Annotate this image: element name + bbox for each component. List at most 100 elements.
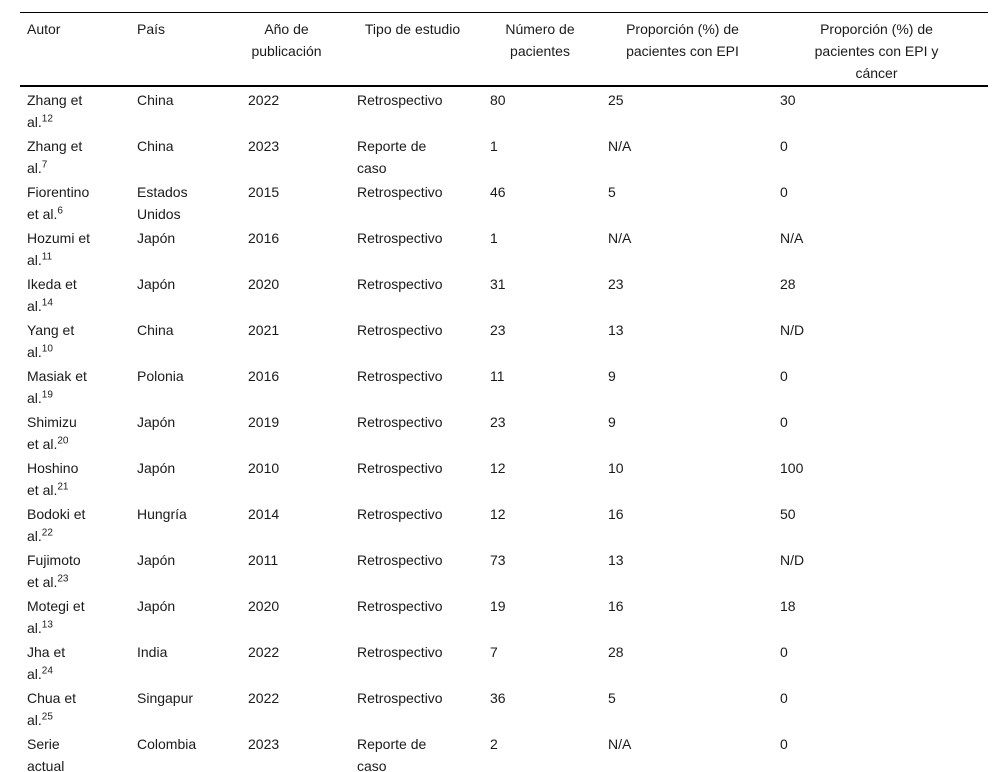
cell-autor: Motegi et al.13 [27,598,85,636]
cell-tipo-estudio: Retrospectivo [357,368,443,384]
cell-proporcion-epi: 28 [608,644,624,660]
cell-anio: 2016 [248,368,280,384]
table-body: Zhang et al.12 China 2022 Retrospectivo … [20,87,988,772]
citation-superscript: 13 [41,619,53,631]
table-row: Yang et al.10 China 2021 Retrospectivo 2… [20,317,988,363]
citation-superscript: 22 [41,527,53,539]
cell-tipo-estudio: Retrospectivo [357,644,443,660]
cell-anio: 2010 [248,460,280,476]
cell-numero-pacientes: 12 [490,506,506,522]
table-header-row: Autor País Año de publicación Tipo de es… [20,13,988,87]
citation-superscript: 20 [57,435,69,447]
cell-proporcion-epi: 5 [608,690,616,706]
citation-superscript: 12 [41,113,53,125]
cell-pais: China [137,322,174,338]
cell-proporcion-epi: 10 [608,460,624,476]
cell-proporcion-epi-cancer: 30 [780,92,796,108]
cell-pais: China [137,92,174,108]
cell-autor: Chua et al.25 [27,690,77,728]
cell-tipo-estudio: Retrospectivo [357,230,443,246]
cell-pais: Estados Unidos [137,184,188,222]
cell-anio: 2016 [248,230,280,246]
cell-tipo-estudio: Retrospectivo [357,598,443,614]
cell-proporcion-epi: N/A [608,736,632,752]
cell-anio: 2022 [248,690,280,706]
cell-numero-pacientes: 2 [490,736,498,752]
table-row: Hozumi et al.11 Japón 2016 Retrospectivo… [20,225,988,271]
cell-pais: Japón [137,230,176,246]
citation-superscript: 23 [57,573,69,585]
citation-superscript: 14 [41,297,53,309]
col-header-tipo-estudio: Tipo de estudio [364,21,461,37]
cell-autor: Bodoki et al.22 [27,506,86,544]
cell-pais: Japón [137,460,176,476]
cell-autor: Fujimoto et al.23 [27,552,81,590]
citation-superscript: 6 [57,205,63,217]
cell-numero-pacientes: 12 [490,460,506,476]
table-row: Ikeda et al.14 Japón 2020 Retrospectivo … [20,271,988,317]
cell-pais: Japón [137,414,176,430]
cell-numero-pacientes: 23 [490,414,506,430]
cell-pais: Japón [137,276,176,292]
cell-autor: Masiak et al.19 [27,368,87,406]
cell-numero-pacientes: 19 [490,598,506,614]
cell-proporcion-epi: 16 [608,506,624,522]
cell-anio: 2023 [248,138,280,154]
cell-autor: Shimizu et al.20 [27,414,77,452]
cell-proporcion-epi-cancer: 0 [780,690,788,706]
cell-anio: 2014 [248,506,280,522]
table-row: Zhang et al.7 China 2023 Reporte de caso… [20,133,988,179]
cell-proporcion-epi: 13 [608,552,624,568]
cell-pais: Japón [137,598,176,614]
cell-autor: Hoshino et al.21 [27,460,79,498]
col-header-pais: País [137,21,166,37]
cell-anio: 2015 [248,184,280,200]
cell-proporcion-epi: 25 [608,92,624,108]
cell-autor: Yang et al.10 [27,322,75,360]
citation-superscript: 7 [41,159,48,171]
cell-tipo-estudio: Retrospectivo [357,184,443,200]
cell-proporcion-epi: 13 [608,322,624,338]
table-row: Masiak et al.19 Polonia 2016 Retrospecti… [20,363,988,409]
cell-autor: Jha et al.24 [27,644,66,682]
cell-pais: Singapur [137,690,194,706]
table-row: Jha et al.24 India 2022 Retrospectivo 7 … [20,639,988,685]
cell-tipo-estudio: Retrospectivo [357,690,443,706]
cell-autor: Zhang et al.7 [27,138,83,176]
table-row: Fiorentino et al.6 Estados Unidos 2015 R… [20,179,988,225]
cell-proporcion-epi-cancer: 100 [780,460,804,476]
cell-pais: Polonia [137,368,184,384]
cell-proporcion-epi: 9 [608,414,616,430]
cell-numero-pacientes: 23 [490,322,506,338]
cell-tipo-estudio: Retrospectivo [357,414,443,430]
cell-numero-pacientes: 80 [490,92,506,108]
cell-pais: China [137,138,174,154]
cell-numero-pacientes: 1 [490,138,498,154]
cell-proporcion-epi-cancer: 0 [780,736,788,752]
cell-anio: 2011 [248,552,279,568]
cell-pais: Colombia [137,736,197,752]
citation-superscript: 19 [41,389,53,401]
cell-anio: 2020 [248,598,280,614]
cell-proporcion-epi-cancer: 0 [780,368,788,384]
cell-autor: Ikeda et al.14 [27,276,77,314]
studies-table: Autor País Año de publicación Tipo de es… [20,12,988,772]
cell-proporcion-epi-cancer: 18 [780,598,796,614]
cell-tipo-estudio: Retrospectivo [357,322,443,338]
table-row: Chua et al.25 Singapur 2022 Retrospectiv… [20,685,988,731]
cell-tipo-estudio: Retrospectivo [357,552,443,568]
cell-tipo-estudio: Retrospectivo [357,460,443,476]
col-header-anio-publicacion: Año de publicación [251,21,322,59]
cell-proporcion-epi: N/A [608,138,632,154]
cell-proporcion-epi: 23 [608,276,624,292]
table-row: Motegi et al.13 Japón 2020 Retrospectivo… [20,593,988,639]
col-header-autor: Autor [27,21,61,37]
cell-autor: Hozumi et al.11 [27,230,91,268]
col-header-proporcion-epi: Proporción (%) de pacientes con EPI [626,21,739,59]
col-header-numero-pacientes: Número de pacientes [505,21,575,59]
cell-autor: Zhang et al.12 [27,92,83,130]
cell-tipo-estudio: Retrospectivo [357,276,443,292]
cell-numero-pacientes: 46 [490,184,506,200]
cell-autor: Serie actual [27,736,65,772]
cell-pais: Hungría [137,506,187,522]
